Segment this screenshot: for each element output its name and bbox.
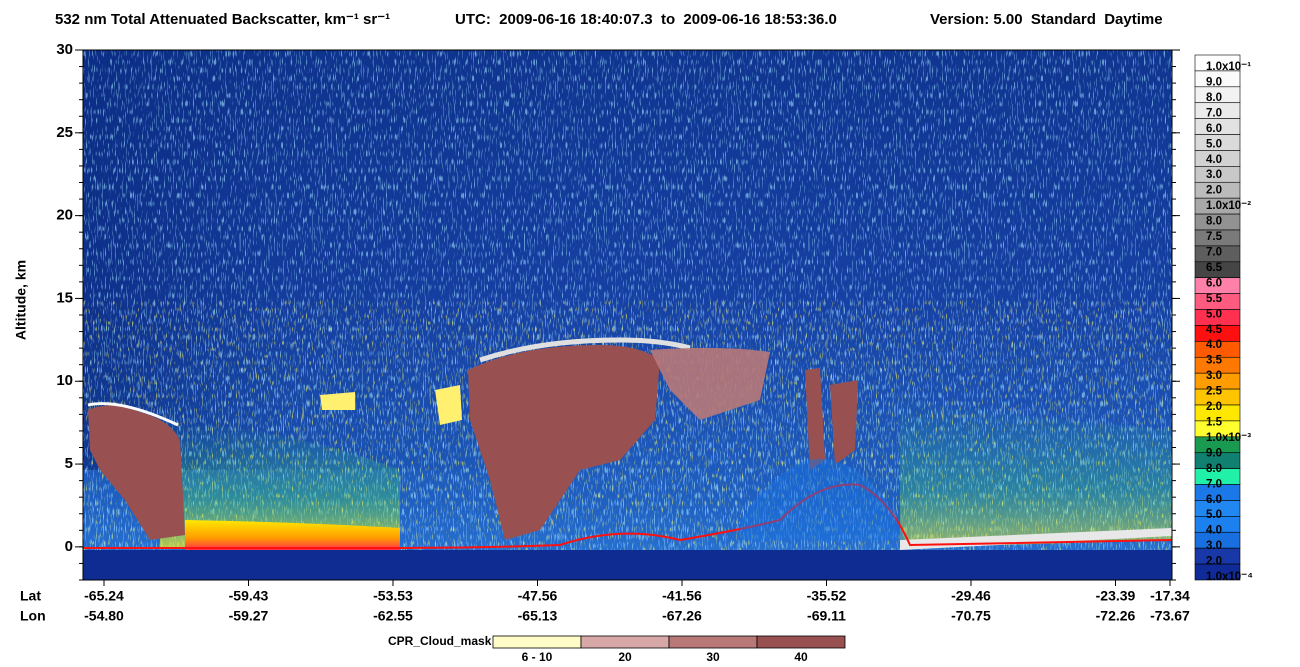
colorbar-label: 5.0 — [1206, 138, 1222, 150]
colorbar-label: 6.5 — [1206, 262, 1223, 274]
colorbar-label: 1.0x10⁻¹ — [1206, 61, 1251, 73]
colorbar-label: 6.0 — [1206, 494, 1222, 506]
colorbar-label: 7.0 — [1206, 107, 1222, 119]
title-version: Version: 5.00 Standard Daytime — [930, 11, 1163, 28]
y-tick-label: 30 — [56, 41, 73, 58]
x-tick-label: -59.27 — [229, 608, 269, 624]
colorbar-label: 6.0 — [1206, 123, 1222, 135]
colorbar-label: 7.0 — [1206, 478, 1222, 490]
x-row-label: Lon — [20, 608, 46, 624]
colorbar-label: 3.5 — [1206, 355, 1223, 367]
colorbar-label: 1.0x10⁻² — [1206, 200, 1251, 212]
colorbar-label: 5.5 — [1206, 293, 1223, 305]
colorbar-label: 1.0x10⁻³ — [1206, 432, 1251, 444]
colorbar-label: 3.0 — [1206, 169, 1222, 181]
cpr-legend-swatch — [756, 635, 846, 649]
x-tick-label: -41.56 — [662, 588, 702, 604]
cpr-legend-label: 6 - 10 — [522, 650, 553, 664]
colorbar-label: 5.0 — [1206, 509, 1222, 521]
colorbar-label: 4.0 — [1206, 525, 1222, 537]
colorbar-label: 7.0 — [1206, 246, 1222, 258]
y-tick-label: 10 — [56, 372, 73, 389]
colorbar-label: 8.0 — [1206, 463, 1222, 475]
cpr-legend-label: 40 — [794, 650, 808, 664]
colorbar-label: 8.0 — [1206, 92, 1222, 104]
cpr-legend-title: CPR_Cloud_mask — [388, 634, 492, 648]
colorbar-label: 4.0 — [1206, 154, 1222, 166]
colorbar-label: 1.5 — [1206, 416, 1223, 428]
colorbar-label: 2.0 — [1206, 556, 1222, 568]
cpr-legend-swatch — [668, 635, 758, 649]
y-tick-label: 0 — [65, 538, 73, 555]
y-tick-label: 15 — [56, 289, 73, 306]
colorbar-label: 7.5 — [1206, 231, 1223, 243]
title-utc: UTC: 2009-06-16 18:40:07.3 to 2009-06-16… — [455, 11, 837, 28]
cpr-legend-swatch — [492, 635, 582, 649]
y-tick-label: 20 — [56, 207, 73, 224]
x-tick-label: -29.46 — [951, 588, 991, 604]
colorbar-label: 8.0 — [1206, 216, 1222, 228]
colorbar-label: 3.0 — [1206, 370, 1222, 382]
x-tick-label: -23.39 — [1096, 588, 1136, 604]
x-tick-label: -72.26 — [1096, 608, 1136, 624]
colorbar-label: 9.0 — [1206, 447, 1222, 459]
colorbar-label: 2.5 — [1206, 386, 1223, 398]
x-tick-label: -65.13 — [518, 608, 558, 624]
y-axis-label: Altitude, km — [13, 260, 29, 340]
colorbar-label: 4.0 — [1206, 339, 1222, 351]
x-row-label: Lat — [20, 588, 41, 604]
colorbar-label: 6.0 — [1206, 277, 1222, 289]
title: 532 nm Total Attenuated Backscatter, km⁻… — [55, 11, 1163, 28]
x-tick-label: -54.80 — [84, 608, 124, 624]
title-main: 532 nm Total Attenuated Backscatter, km⁻… — [55, 11, 390, 28]
colorbar-cell — [1194, 563, 1241, 581]
x-tick-label: -53.53 — [373, 588, 413, 604]
colorbar-label: 3.0 — [1206, 540, 1222, 552]
x-tick-label: -65.24 — [84, 588, 124, 604]
backscatter-image — [83, 50, 1172, 580]
colorbar-label: 2.0 — [1206, 185, 1222, 197]
colorbar-label: 1.0x10⁻⁴ — [1206, 571, 1253, 583]
x-tick-label: -35.52 — [807, 588, 847, 604]
x-tick-label: -69.11 — [807, 608, 846, 624]
x-tick-label: -17.34 — [1150, 588, 1190, 604]
colorbar-label: 4.5 — [1206, 324, 1223, 336]
colorbar-label: 5.0 — [1206, 308, 1222, 320]
cpr-legend-label: 30 — [706, 650, 720, 664]
cpr-legend-swatch — [580, 635, 670, 649]
colorbar-label: 2.0 — [1206, 401, 1222, 413]
x-tick-label: -70.75 — [951, 608, 991, 624]
colorbar-label: 9.0 — [1206, 76, 1222, 88]
y-tick-label: 25 — [56, 124, 73, 141]
x-tick-label: -47.56 — [518, 588, 558, 604]
y-tick-label: 5 — [65, 455, 73, 472]
cpr-legend-label: 20 — [618, 650, 632, 664]
x-tick-label: -67.26 — [662, 608, 702, 624]
x-tick-label: -62.55 — [373, 608, 413, 624]
x-tick-label: -73.67 — [1150, 608, 1190, 624]
x-tick-label: -59.43 — [229, 588, 269, 604]
